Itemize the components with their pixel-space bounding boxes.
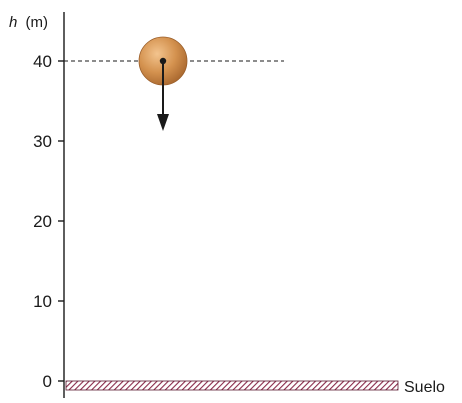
ground-surface xyxy=(65,380,399,391)
tick-label-0: 0 xyxy=(43,372,52,391)
tick-label-40: 40 xyxy=(33,52,52,71)
tick-label-20: 20 xyxy=(33,212,52,231)
axis-unit: (m) xyxy=(26,14,49,31)
tick-label-10: 10 xyxy=(33,292,52,311)
velocity-arrow-head xyxy=(157,114,169,131)
axis-title: h (m) xyxy=(9,14,48,31)
tick-label-30: 30 xyxy=(33,132,52,151)
axis-variable: h xyxy=(9,14,17,31)
ground-label: Suelo xyxy=(404,379,445,396)
